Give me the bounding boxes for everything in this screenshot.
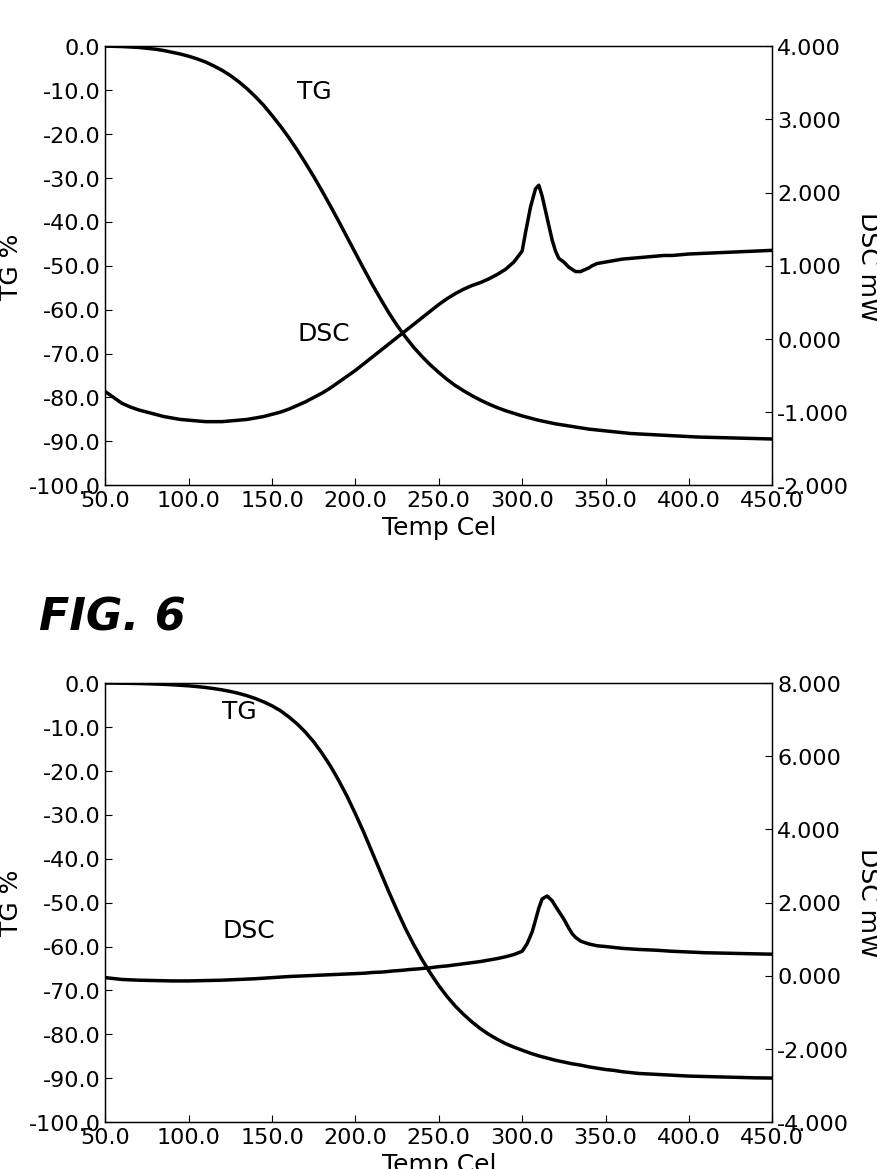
Text: FIG. 5: FIG. 5 xyxy=(39,0,185,2)
Y-axis label: DSC mW: DSC mW xyxy=(855,212,877,321)
Text: DSC: DSC xyxy=(296,321,349,346)
Text: FIG. 6: FIG. 6 xyxy=(39,596,185,639)
Y-axis label: TG %: TG % xyxy=(0,233,23,299)
Text: TG: TG xyxy=(296,81,332,104)
X-axis label: Temp Cel: Temp Cel xyxy=(381,517,496,540)
Y-axis label: DSC mW: DSC mW xyxy=(855,848,877,957)
Text: TG: TG xyxy=(222,699,256,724)
X-axis label: Temp Cel: Temp Cel xyxy=(381,1153,496,1169)
Text: DSC: DSC xyxy=(222,919,275,943)
Y-axis label: TG %: TG % xyxy=(0,870,23,936)
